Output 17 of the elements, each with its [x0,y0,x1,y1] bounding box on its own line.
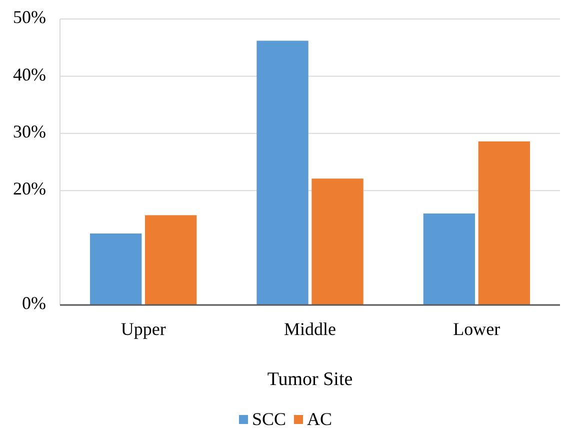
x-tick-label: Middle [284,319,336,339]
bar [256,40,308,305]
y-tick-label: 40% [13,64,46,84]
x-tick-label: Upper [120,319,166,339]
bar [90,234,142,305]
x-axis-title: Tumor Site [267,369,353,390]
y-tick-label: 50% [13,7,46,28]
y-tick-label: 20% [13,178,46,199]
bar [312,178,364,305]
x-tick-label: Lower [453,319,500,339]
bar [144,215,197,305]
y-tick-label: 30% [13,122,46,142]
legend-label: AC [307,409,332,429]
bar [423,213,476,305]
bar [478,141,530,305]
y-tick-label: 0% [22,293,46,314]
legend-label: SCC [252,409,286,429]
